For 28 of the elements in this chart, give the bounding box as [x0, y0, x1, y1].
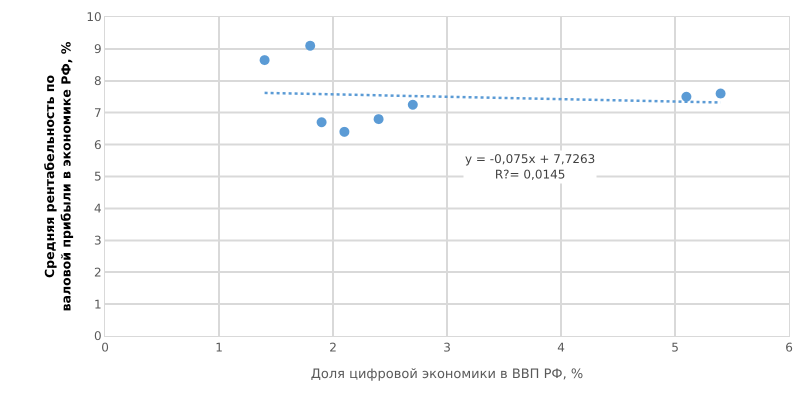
- y-axis-title: Средняя рентабельность по валовой прибыли в экономике РФ, %: [42, 41, 74, 312]
- point: [305, 40, 316, 51]
- point: [316, 117, 327, 128]
- y-tick-label: 9: [94, 42, 102, 56]
- x-tick-label: 5: [671, 340, 679, 354]
- y-tick-label: 2: [94, 265, 102, 280]
- y-tick-label: 0: [94, 329, 102, 344]
- y-tick-label: 5: [94, 170, 102, 184]
- y-tick-label: 10: [86, 10, 102, 24]
- y-tick-label: 7: [94, 106, 102, 120]
- y-tick-label: 1: [94, 297, 102, 312]
- y-tick-label: 6: [94, 138, 102, 152]
- point: [374, 114, 384, 124]
- y-tick-label: 8: [94, 74, 102, 88]
- x-tick-label: 2: [329, 340, 337, 354]
- y-tick-label: 4: [94, 202, 102, 216]
- point: [260, 55, 270, 66]
- x-axis-title: Доля цифровой экономики в ВВП РФ, %: [310, 367, 584, 382]
- x-tick-label: 1: [215, 340, 223, 354]
- x-tick-label: 4: [557, 340, 565, 354]
- x-tick-label: 6: [785, 340, 793, 354]
- point: [408, 100, 418, 110]
- point: [716, 88, 726, 99]
- point: [339, 126, 350, 137]
- point: [681, 92, 692, 102]
- y-tick-label: 3: [94, 234, 102, 248]
- x-tick-label: 3: [443, 340, 451, 354]
- annotation: y = -0,075x + 7,7263 R?= 0,0145: [465, 152, 596, 182]
